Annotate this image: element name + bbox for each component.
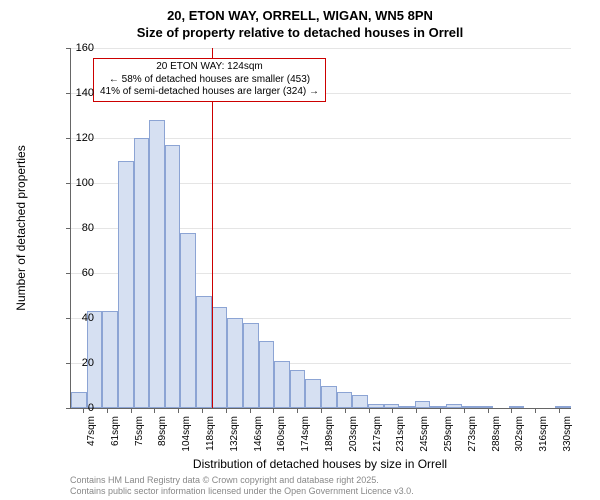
y-axis-label: Number of detached properties [14, 48, 28, 408]
x-tick-label: 288sqm [491, 416, 502, 452]
histogram-bar [165, 145, 181, 408]
histogram-bar [227, 318, 243, 408]
y-tick-label: 100 [64, 177, 94, 189]
x-tick-label: 104sqm [181, 416, 192, 452]
histogram-bar [118, 161, 134, 409]
histogram-bar [477, 406, 493, 408]
x-tick-mark [488, 408, 489, 413]
x-tick-label: 89sqm [157, 416, 168, 446]
x-tick-label: 61sqm [110, 416, 121, 446]
y-tick-label: 40 [64, 312, 94, 324]
histogram-bar [290, 370, 306, 408]
histogram-bar [337, 392, 353, 408]
x-tick-mark [226, 408, 227, 413]
annotation-line-3: 41% of semi-detached houses are larger (… [100, 86, 319, 99]
histogram-bar [399, 406, 415, 408]
x-tick-label: 47sqm [86, 416, 97, 446]
chart-title-address: 20, ETON WAY, ORRELL, WIGAN, WN5 8PN [0, 8, 600, 23]
histogram-bar [212, 307, 228, 408]
y-tick-label: 160 [64, 42, 94, 54]
x-tick-mark [392, 408, 393, 413]
annotation-line-1: 20 ETON WAY: 124sqm [100, 61, 319, 74]
y-tick-label: 140 [64, 87, 94, 99]
y-tick-label: 80 [64, 222, 94, 234]
histogram-bar [384, 404, 400, 409]
x-tick-mark [250, 408, 251, 413]
x-tick-label: 273sqm [467, 416, 478, 452]
histogram-bar [430, 406, 446, 408]
histogram-bar [368, 404, 384, 409]
x-tick-mark [202, 408, 203, 413]
histogram-bar [305, 379, 321, 408]
chart-title-desc: Size of property relative to detached ho… [0, 25, 600, 40]
x-tick-label: 316sqm [538, 416, 549, 452]
y-tick-label: 120 [64, 132, 94, 144]
y-tick-label: 20 [64, 357, 94, 369]
x-tick-mark [369, 408, 370, 413]
y-tick-label: 0 [64, 402, 94, 414]
x-tick-label: 245sqm [419, 416, 430, 452]
x-tick-mark [559, 408, 560, 413]
histogram-bar [446, 404, 462, 409]
plot-area: 20 ETON WAY: 124sqm← 58% of detached hou… [70, 48, 571, 409]
x-tick-mark [416, 408, 417, 413]
x-tick-label: 75sqm [134, 416, 145, 446]
x-tick-label: 217sqm [372, 416, 383, 452]
property-size-chart: 20, ETON WAY, ORRELL, WIGAN, WN5 8PN Siz… [0, 0, 600, 500]
x-tick-label: 330sqm [562, 416, 573, 452]
histogram-bar [134, 138, 150, 408]
x-tick-mark [464, 408, 465, 413]
histogram-bar [259, 341, 275, 409]
footer-copyright-2: Contains public sector information licen… [70, 486, 414, 496]
histogram-bar [102, 311, 118, 408]
x-tick-mark [345, 408, 346, 413]
x-tick-label: 174sqm [300, 416, 311, 452]
x-axis-label: Distribution of detached houses by size … [70, 457, 570, 471]
marker-line [212, 48, 213, 408]
histogram-bar [180, 233, 196, 409]
x-tick-mark [511, 408, 512, 413]
histogram-bar [352, 395, 368, 409]
histogram-bar [274, 361, 290, 408]
histogram-bar [196, 296, 212, 409]
x-tick-label: 189sqm [324, 416, 335, 452]
x-tick-mark [178, 408, 179, 413]
x-tick-mark [273, 408, 274, 413]
footer-copyright-1: Contains HM Land Registry data © Crown c… [70, 475, 379, 485]
x-tick-label: 231sqm [395, 416, 406, 452]
histogram-bar [555, 406, 571, 408]
x-tick-label: 118sqm [205, 416, 216, 451]
histogram-bar [149, 120, 165, 408]
x-tick-label: 146sqm [253, 416, 264, 452]
y-tick-label: 60 [64, 267, 94, 279]
x-tick-mark [297, 408, 298, 413]
x-tick-label: 259sqm [443, 416, 454, 452]
x-tick-label: 160sqm [276, 416, 287, 452]
x-tick-mark [440, 408, 441, 413]
annotation-box: 20 ETON WAY: 124sqm← 58% of detached hou… [93, 58, 326, 102]
annotation-line-2: ← 58% of detached houses are smaller (45… [100, 74, 319, 87]
grid-line [71, 48, 571, 49]
x-tick-label: 302sqm [514, 416, 525, 452]
x-tick-label: 132sqm [229, 416, 240, 452]
x-tick-mark [131, 408, 132, 413]
x-tick-mark [107, 408, 108, 413]
x-tick-mark [535, 408, 536, 413]
histogram-bar [321, 386, 337, 409]
histogram-bar [415, 401, 431, 408]
histogram-bar [243, 323, 259, 409]
x-tick-mark [154, 408, 155, 413]
x-tick-mark [321, 408, 322, 413]
x-tick-label: 203sqm [348, 416, 359, 452]
